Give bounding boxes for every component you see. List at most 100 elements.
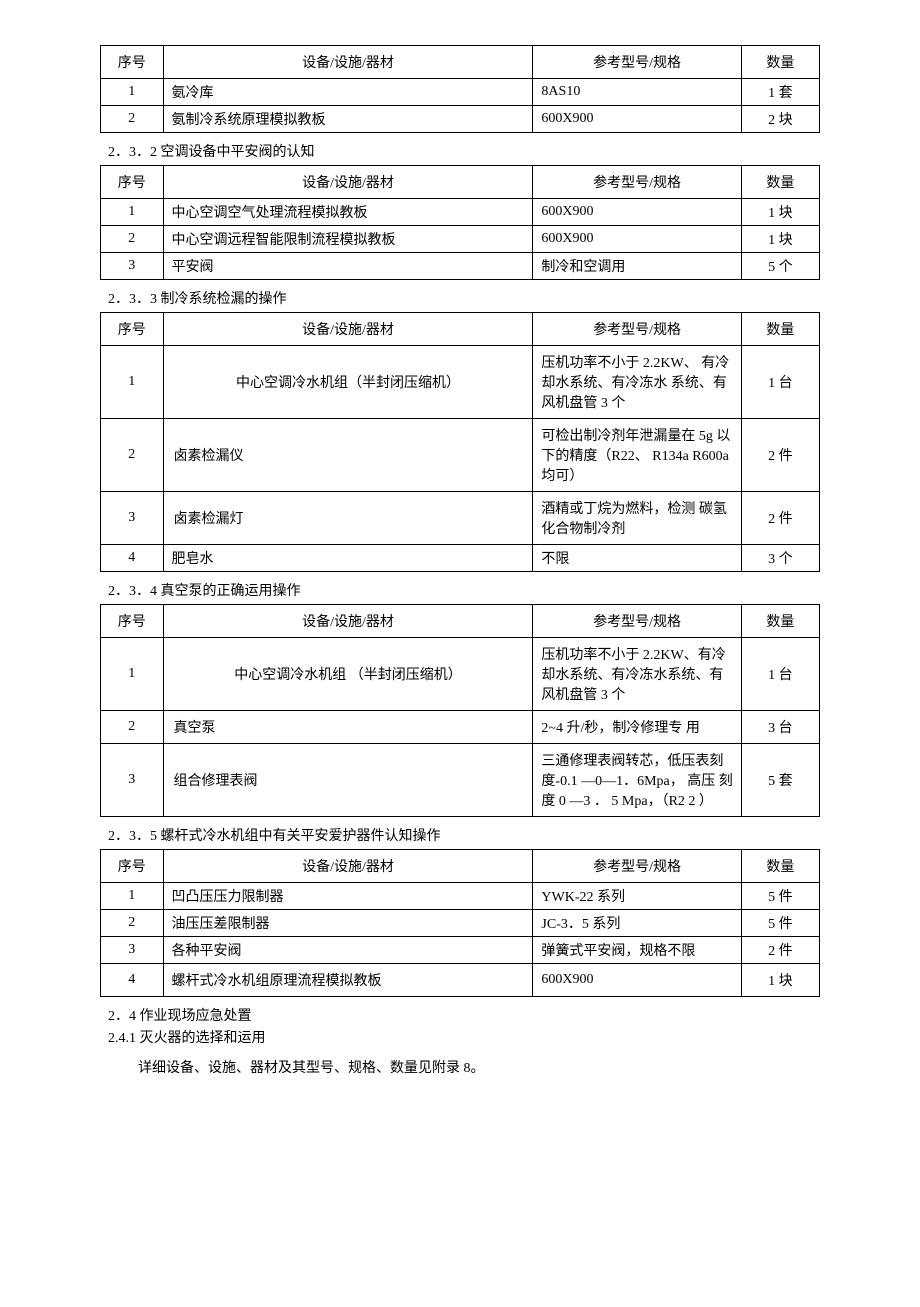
table-header-row: 序号 设备/设施/器材 参考型号/规格 数量 bbox=[101, 850, 820, 883]
cell-spec: 压机功率不小于 2.2KW、有冷却水系统、有冷冻水系统、有风机盘管 3 个 bbox=[533, 638, 741, 711]
cell-spec: 弹簧式平安阀，规格不限 bbox=[533, 937, 741, 964]
cell-equip: 氨制冷系统原理模拟教板 bbox=[163, 106, 533, 133]
table-section-232: 序号 设备/设施/器材 参考型号/规格 数量 1 中心空调空气处理流程模拟教板 … bbox=[100, 165, 820, 280]
table-row: 1 中心空调空气处理流程模拟教板 600X900 1 块 bbox=[101, 199, 820, 226]
cell-qty: 1 块 bbox=[741, 964, 819, 997]
section-title-233: 2．3．3 制冷系统检漏的操作 bbox=[108, 288, 820, 308]
footer-detail-text: 详细设备、设施、器材及其型号、规格、数量见附录 8。 bbox=[138, 1057, 820, 1077]
cell-qty: 1 块 bbox=[741, 199, 819, 226]
table-row: 3 组合修理表阀 三通修理表阀转芯，低压表刻度-0.1 —0—1．6Mpa， 高… bbox=[101, 744, 820, 817]
header-seq: 序号 bbox=[101, 166, 164, 199]
footer-heading-24: 2．4 作业现场应急处置 bbox=[108, 1005, 820, 1025]
cell-seq: 4 bbox=[101, 545, 164, 572]
cell-qty: 2 件 bbox=[741, 419, 819, 492]
header-spec: 参考型号/规格 bbox=[533, 46, 741, 79]
cell-qty: 1 套 bbox=[741, 79, 819, 106]
header-seq: 序号 bbox=[101, 605, 164, 638]
header-seq: 序号 bbox=[101, 46, 164, 79]
table-row: 4 螺杆式冷水机组原理流程模拟教板 600X900 1 块 bbox=[101, 964, 820, 997]
cell-equip: 真空泵 bbox=[163, 711, 533, 744]
cell-spec: YWK-22 系列 bbox=[533, 883, 741, 910]
cell-qty: 2 件 bbox=[741, 937, 819, 964]
cell-equip: 螺杆式冷水机组原理流程模拟教板 bbox=[163, 964, 533, 997]
header-equip: 设备/设施/器材 bbox=[163, 166, 533, 199]
cell-seq: 1 bbox=[101, 199, 164, 226]
cell-spec: 酒精或丁烷为燃料，检测 碳氢化合物制冷剂 bbox=[533, 492, 741, 545]
cell-seq: 2 bbox=[101, 226, 164, 253]
cell-equip: 组合修理表阀 bbox=[163, 744, 533, 817]
footer-heading-241: 2.4.1 灭火器的选择和运用 bbox=[108, 1027, 820, 1047]
cell-equip: 油压压差限制器 bbox=[163, 910, 533, 937]
cell-seq: 2 bbox=[101, 419, 164, 492]
cell-spec: 600X900 bbox=[533, 226, 741, 253]
cell-seq: 2 bbox=[101, 106, 164, 133]
cell-equip: 中心空调空气处理流程模拟教板 bbox=[163, 199, 533, 226]
table-header-row: 序号 设备/设施/器材 参考型号/规格 数量 bbox=[101, 166, 820, 199]
cell-spec: 600X900 bbox=[533, 964, 741, 997]
table-row: 1 中心空调冷水机组 （半封闭压缩机） 压机功率不小于 2.2KW、有冷却水系统… bbox=[101, 638, 820, 711]
header-equip: 设备/设施/器材 bbox=[163, 850, 533, 883]
cell-equip: 平安阀 bbox=[163, 253, 533, 280]
section-title-235: 2．3．5 螺杆式冷水机组中有关平安爱护器件认知操作 bbox=[108, 825, 820, 845]
cell-spec: JC-3．5 系列 bbox=[533, 910, 741, 937]
cell-spec: 8AS10 bbox=[533, 79, 741, 106]
cell-spec: 600X900 bbox=[533, 106, 741, 133]
cell-seq: 3 bbox=[101, 253, 164, 280]
table-row: 1 凹凸压压力限制器 YWK-22 系列 5 件 bbox=[101, 883, 820, 910]
table-section-235: 序号 设备/设施/器材 参考型号/规格 数量 1 凹凸压压力限制器 YWK-22… bbox=[100, 849, 820, 997]
table-header-row: 序号 设备/设施/器材 参考型号/规格 数量 bbox=[101, 46, 820, 79]
header-spec: 参考型号/规格 bbox=[533, 313, 741, 346]
cell-qty: 3 台 bbox=[741, 711, 819, 744]
header-spec: 参考型号/规格 bbox=[533, 850, 741, 883]
header-seq: 序号 bbox=[101, 313, 164, 346]
header-spec: 参考型号/规格 bbox=[533, 166, 741, 199]
table-row: 2 卤素检漏仪 可检出制冷剂年泄漏量在 5g 以下的精度（R22、 R134a … bbox=[101, 419, 820, 492]
cell-spec: 可检出制冷剂年泄漏量在 5g 以下的精度（R22、 R134a R600a 均可… bbox=[533, 419, 741, 492]
cell-equip: 中心空调远程智能限制流程模拟教板 bbox=[163, 226, 533, 253]
table-section-1: 序号 设备/设施/器材 参考型号/规格 数量 1 氨冷库 8AS10 1 套 2… bbox=[100, 45, 820, 133]
header-qty: 数量 bbox=[741, 46, 819, 79]
cell-seq: 3 bbox=[101, 744, 164, 817]
table-header-row: 序号 设备/设施/器材 参考型号/规格 数量 bbox=[101, 313, 820, 346]
cell-equip: 凹凸压压力限制器 bbox=[163, 883, 533, 910]
cell-qty: 5 件 bbox=[741, 910, 819, 937]
header-qty: 数量 bbox=[741, 605, 819, 638]
header-qty: 数量 bbox=[741, 850, 819, 883]
table-header-row: 序号 设备/设施/器材 参考型号/规格 数量 bbox=[101, 605, 820, 638]
table-row: 3 各种平安阀 弹簧式平安阀，规格不限 2 件 bbox=[101, 937, 820, 964]
header-equip: 设备/设施/器材 bbox=[163, 605, 533, 638]
cell-equip: 卤素检漏仪 bbox=[163, 419, 533, 492]
cell-qty: 1 块 bbox=[741, 226, 819, 253]
cell-seq: 3 bbox=[101, 492, 164, 545]
cell-spec: 2~4 升/秒，制冷修理专 用 bbox=[533, 711, 741, 744]
cell-qty: 5 套 bbox=[741, 744, 819, 817]
table-row: 2 氨制冷系统原理模拟教板 600X900 2 块 bbox=[101, 106, 820, 133]
cell-equip: 肥皂水 bbox=[163, 545, 533, 572]
cell-qty: 5 件 bbox=[741, 883, 819, 910]
section-title-234: 2．3．4 真空泵的正确运用操作 bbox=[108, 580, 820, 600]
cell-spec: 压机功率不小于 2.2KW、 有冷却水系统、有冷冻水 系统、有风机盘管 3 个 bbox=[533, 346, 741, 419]
cell-seq: 1 bbox=[101, 638, 164, 711]
footer-section: 2．4 作业现场应急处置 2.4.1 灭火器的选择和运用 详细设备、设施、器材及… bbox=[108, 1005, 820, 1077]
header-qty: 数量 bbox=[741, 166, 819, 199]
cell-qty: 5 个 bbox=[741, 253, 819, 280]
cell-seq: 1 bbox=[101, 79, 164, 106]
cell-equip: 中心空调冷水机组（半封闭压缩机） bbox=[163, 346, 533, 419]
cell-qty: 2 件 bbox=[741, 492, 819, 545]
cell-qty: 3 个 bbox=[741, 545, 819, 572]
cell-spec: 不限 bbox=[533, 545, 741, 572]
cell-equip: 氨冷库 bbox=[163, 79, 533, 106]
cell-seq: 2 bbox=[101, 910, 164, 937]
table-row: 4 肥皂水 不限 3 个 bbox=[101, 545, 820, 572]
table-row: 3 卤素检漏灯 酒精或丁烷为燃料，检测 碳氢化合物制冷剂 2 件 bbox=[101, 492, 820, 545]
cell-equip: 卤素检漏灯 bbox=[163, 492, 533, 545]
table-row: 3 平安阀 制冷和空调用 5 个 bbox=[101, 253, 820, 280]
table-row: 2 中心空调远程智能限制流程模拟教板 600X900 1 块 bbox=[101, 226, 820, 253]
table-row: 1 氨冷库 8AS10 1 套 bbox=[101, 79, 820, 106]
table-row: 2 油压压差限制器 JC-3．5 系列 5 件 bbox=[101, 910, 820, 937]
cell-qty: 2 块 bbox=[741, 106, 819, 133]
header-equip: 设备/设施/器材 bbox=[163, 313, 533, 346]
cell-qty: 1 台 bbox=[741, 638, 819, 711]
cell-qty: 1 台 bbox=[741, 346, 819, 419]
section-title-232: 2．3．2 空调设备中平安阀的认知 bbox=[108, 141, 820, 161]
